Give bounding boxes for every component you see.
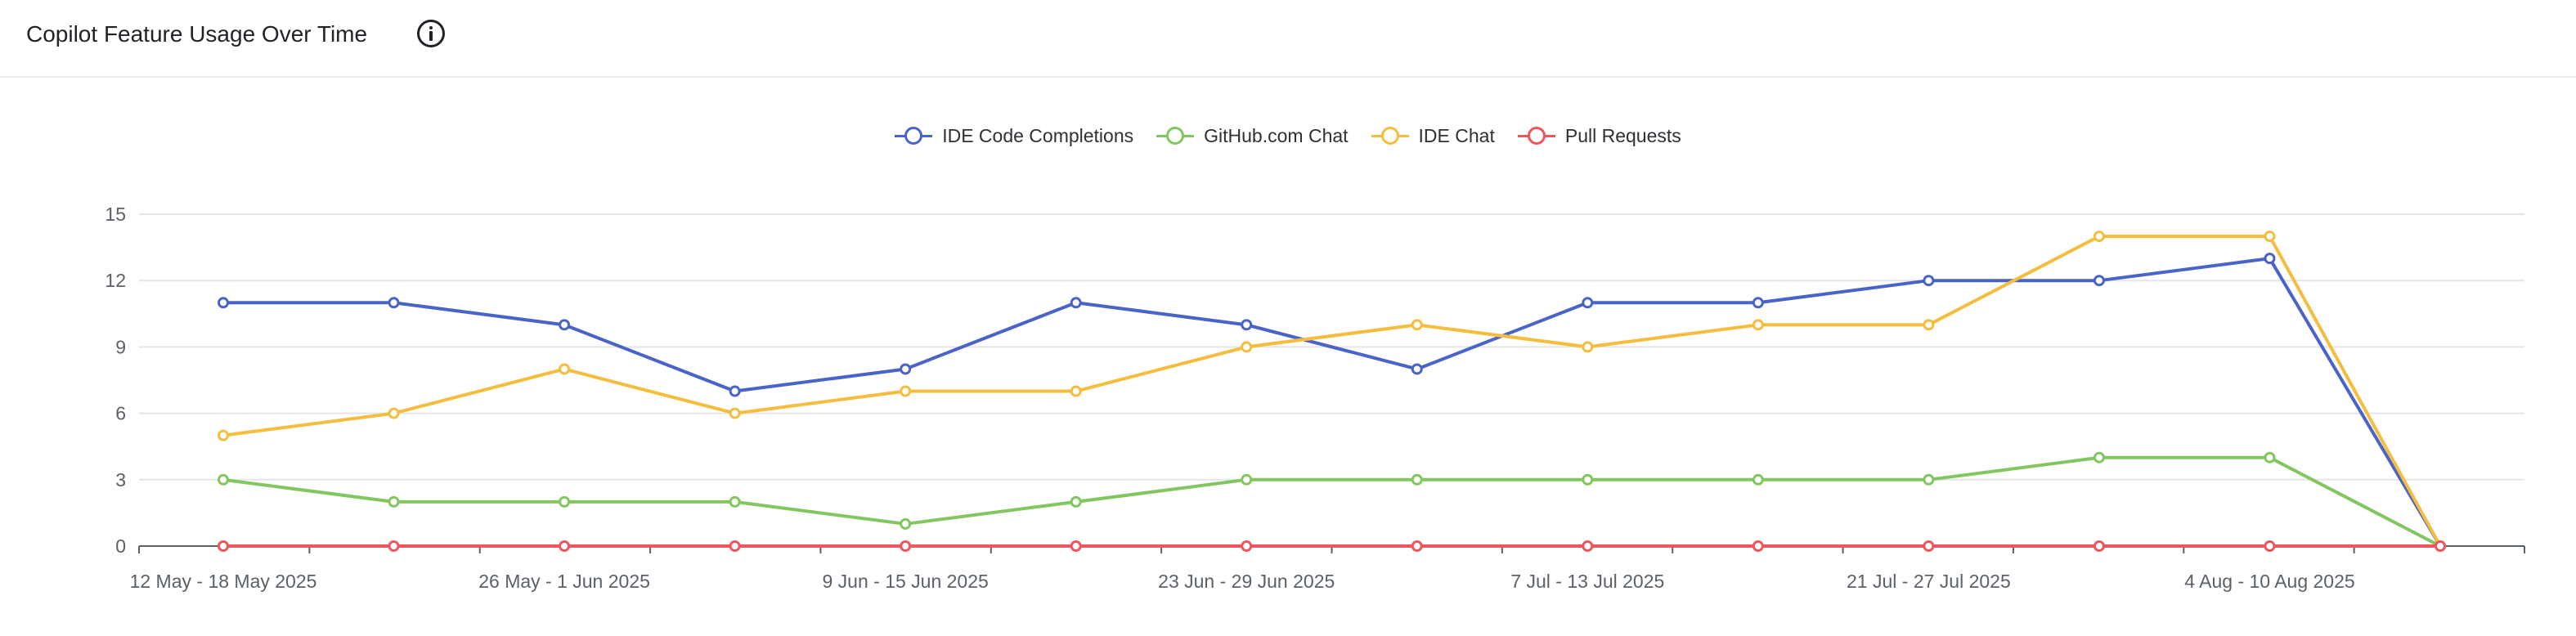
series-ide-chat <box>218 231 2446 552</box>
data-point[interactable] <box>388 495 400 508</box>
data-point[interactable] <box>1752 297 1764 309</box>
page-title: Copilot Feature Usage Over Time <box>26 21 368 47</box>
legend-label: GitHub.com Chat <box>1204 124 1349 146</box>
data-point[interactable] <box>900 517 912 530</box>
data-point[interactable] <box>1070 297 1082 309</box>
series-pull-requests <box>218 540 2446 552</box>
data-point[interactable] <box>2264 253 2276 265</box>
data-point[interactable] <box>1752 319 1764 331</box>
data-point[interactable] <box>559 540 571 552</box>
data-point[interactable] <box>2093 540 2105 552</box>
data-point[interactable] <box>1070 385 1082 397</box>
data-point[interactable] <box>388 297 400 309</box>
data-point[interactable] <box>2093 231 2105 243</box>
data-point[interactable] <box>1411 473 1423 486</box>
data-point[interactable] <box>2093 275 2105 287</box>
data-point[interactable] <box>1752 473 1764 486</box>
data-point[interactable] <box>388 540 400 552</box>
legend-marker <box>1517 126 1555 146</box>
legend-label: Pull Requests <box>1564 124 1681 146</box>
legend-item[interactable]: GitHub.com Chat <box>1156 119 1349 152</box>
data-point[interactable] <box>559 319 571 331</box>
y-tick-label: 6 <box>115 403 126 424</box>
data-point[interactable] <box>1923 473 1935 486</box>
x-tick-label: 26 May - 1 Jun 2025 <box>478 571 650 592</box>
data-point[interactable] <box>900 540 912 552</box>
chart-legend: IDE Code Completions GitHub.com Chat IDE C… <box>0 119 2576 152</box>
data-point[interactable] <box>1241 540 1253 552</box>
data-point[interactable] <box>218 297 229 309</box>
x-tick-label: 7 Jul - 13 Jul 2025 <box>1510 571 1664 592</box>
series-layer <box>218 231 2446 552</box>
x-tick-label: 4 Aug - 10 Aug 2025 <box>2184 571 2354 592</box>
legend-label: IDE Code Completions <box>942 124 1134 146</box>
data-point[interactable] <box>729 385 741 397</box>
data-point[interactable] <box>2264 451 2276 464</box>
legend-marker <box>895 126 933 146</box>
data-point[interactable] <box>218 429 229 441</box>
y-tick-label: 9 <box>115 336 126 357</box>
info-icon[interactable] <box>417 20 445 47</box>
y-tick-label: 3 <box>115 469 126 490</box>
legend-label: IDE Chat <box>1418 124 1495 146</box>
chart-header: Copilot Feature Usage Over Time <box>0 0 2576 78</box>
series-line <box>222 455 2441 548</box>
series-github-com-chat <box>218 451 2446 552</box>
data-point[interactable] <box>1241 341 1253 353</box>
data-point[interactable] <box>900 363 912 375</box>
legend-item[interactable]: IDE Code Completions <box>895 119 1133 152</box>
x-tick-label: 21 Jul - 27 Jul 2025 <box>1847 571 2011 592</box>
legend-item[interactable]: Pull Requests <box>1517 119 1681 152</box>
x-tick-label: 9 Jun - 15 Jun 2025 <box>822 571 988 592</box>
data-point[interactable] <box>729 495 741 508</box>
data-point[interactable] <box>1582 540 1594 552</box>
y-tick-label: 12 <box>105 270 126 291</box>
y-tick-label: 0 <box>115 535 126 557</box>
legend-marker <box>1371 126 1409 146</box>
data-point[interactable] <box>1582 297 1594 309</box>
data-point[interactable] <box>729 407 741 419</box>
data-point[interactable] <box>1241 319 1253 331</box>
legend-item[interactable]: IDE Chat <box>1371 119 1495 152</box>
data-point[interactable] <box>729 540 741 552</box>
data-point[interactable] <box>1923 275 1935 287</box>
data-point[interactable] <box>1070 495 1082 508</box>
legend-marker <box>1156 126 1195 146</box>
data-point[interactable] <box>1411 540 1423 552</box>
data-point[interactable] <box>2264 540 2276 552</box>
data-point[interactable] <box>1070 540 1082 552</box>
y-tick-label: 15 <box>105 204 126 225</box>
data-point[interactable] <box>1582 473 1594 486</box>
series-line <box>223 257 2442 548</box>
data-point[interactable] <box>388 407 400 419</box>
data-point[interactable] <box>1241 473 1253 486</box>
data-point[interactable] <box>2093 451 2105 464</box>
x-tick-label: 23 Jun - 29 Jun 2025 <box>1158 571 1335 592</box>
x-axis: 12 May - 18 May 2025 26 May - 1 Jun 2025 9… <box>130 545 2525 592</box>
data-point[interactable] <box>1923 540 1935 552</box>
data-point[interactable] <box>218 540 229 552</box>
series-line <box>222 235 2442 547</box>
data-point[interactable] <box>1923 319 1935 331</box>
data-point[interactable] <box>218 473 229 486</box>
data-point[interactable] <box>1411 363 1423 375</box>
data-point[interactable] <box>1582 341 1594 353</box>
data-point[interactable] <box>1752 540 1764 552</box>
data-point[interactable] <box>559 363 571 375</box>
y-axis-labels: 0 3 6 9 12 15 <box>105 204 126 557</box>
data-point[interactable] <box>1411 319 1423 331</box>
x-tick-label: 12 May - 18 May 2025 <box>130 571 317 592</box>
data-point[interactable] <box>2264 231 2276 243</box>
series-ide-code-completions <box>218 253 2446 552</box>
data-point[interactable] <box>559 495 571 508</box>
data-point[interactable] <box>2435 540 2446 552</box>
data-point[interactable] <box>900 385 912 397</box>
